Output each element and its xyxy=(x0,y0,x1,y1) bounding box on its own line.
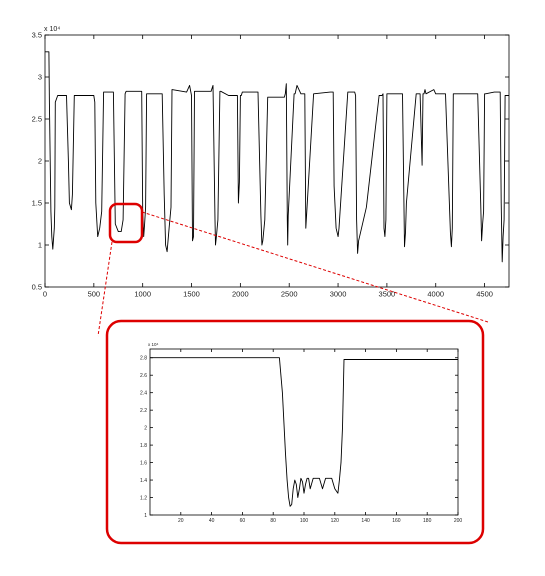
zoom-inset-border xyxy=(105,319,485,545)
x-tick-label: 2500 xyxy=(281,290,298,299)
inset-chart: 20 40 60 80 100 120 140 160 180 200 1 1.2 1.4 1.6 1.8… xyxy=(140,342,462,524)
y-tick-label: 2.6 xyxy=(140,373,147,379)
x-tick-label: 120 xyxy=(331,518,340,524)
x-tick-label: 4500 xyxy=(476,290,493,299)
x-tick-label: 2000 xyxy=(232,290,249,299)
main-y-ticks: 0.5 1 1.5 2 2.5 3 3.5 xyxy=(32,31,509,292)
y-tick-label: 1.5 xyxy=(32,199,42,208)
y-tick-label: 2.4 xyxy=(140,390,147,396)
main-chart: 0 500 1000 1500 2000 2500 3000 3500 4000 4500 0.5… xyxy=(32,26,510,299)
main-x-ticks: 0 500 1000 1500 2000 2500 3000 3500 4000 4500 xyxy=(43,35,493,299)
y-tick-label: 2.5 xyxy=(32,115,42,124)
y-tick-label: 3.5 xyxy=(32,31,42,40)
zoom-highlight-box xyxy=(108,202,144,244)
x-tick-label: 160 xyxy=(392,518,401,524)
x-tick-label: 3000 xyxy=(330,290,347,299)
zoom-connector-right xyxy=(141,211,489,323)
x-tick-label: 500 xyxy=(88,290,101,299)
main-series-line xyxy=(45,51,509,263)
y-tick-label: 1.8 xyxy=(140,443,147,449)
x-tick-label: 180 xyxy=(423,518,432,524)
x-tick-label: 4000 xyxy=(427,290,444,299)
y-tick-label: 1.6 xyxy=(140,460,147,466)
y-tick-label: 1.4 xyxy=(140,478,147,484)
y-tick-label: 1.2 xyxy=(140,495,147,501)
x-tick-label: 3500 xyxy=(379,290,396,299)
x-tick-label: 140 xyxy=(361,518,370,524)
y-tick-label: 3 xyxy=(38,73,42,82)
x-tick-label: 0 xyxy=(43,290,47,299)
inset-y-ticks: 1 1.2 1.4 1.6 1.8 2 2.2 2.4 2.6 2.8 xyxy=(140,355,458,519)
y-tick-label: 1 xyxy=(38,241,42,250)
inset-x-ticks: 20 40 60 80 100 120 140 160 180 200 xyxy=(178,349,462,524)
x-tick-label: 60 xyxy=(240,518,246,524)
y-tick-label: 2.2 xyxy=(140,408,147,414)
x-tick-label: 1000 xyxy=(134,290,151,299)
zoom-callout xyxy=(97,202,489,545)
x-tick-label: 20 xyxy=(178,518,184,524)
x-tick-label: 100 xyxy=(300,518,309,524)
y-tick-label: 2 xyxy=(38,157,42,166)
inset-series-line xyxy=(150,357,458,507)
inset-exponent-label: x 10⁴ xyxy=(148,342,159,347)
x-tick-label: 1500 xyxy=(183,290,200,299)
x-tick-label: 80 xyxy=(270,518,276,524)
y-tick-label: 2 xyxy=(144,425,147,431)
y-tick-label: 1 xyxy=(144,513,147,519)
y-tick-label: 2.8 xyxy=(140,355,147,361)
y-tick-label: 0.5 xyxy=(32,283,42,292)
main-exponent-label: x 10⁴ xyxy=(44,26,60,33)
x-tick-label: 40 xyxy=(209,518,215,524)
x-tick-label: 200 xyxy=(454,518,463,524)
zoom-connector-left xyxy=(97,241,113,337)
